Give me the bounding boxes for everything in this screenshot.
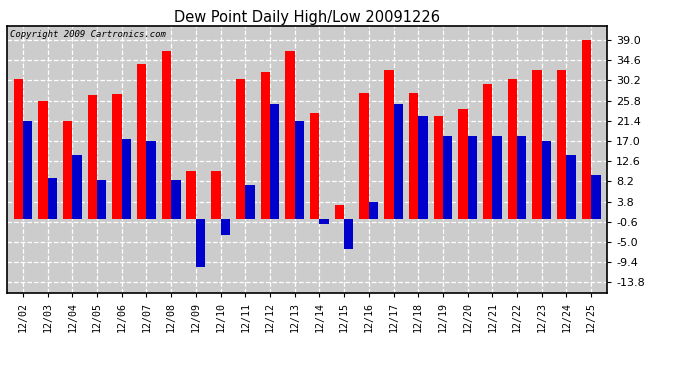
Text: Copyright 2009 Cartronics.com: Copyright 2009 Cartronics.com (10, 30, 166, 39)
Bar (196, 219, 205, 267)
Bar (409, 93, 418, 219)
Bar (261, 72, 270, 219)
Bar (344, 219, 353, 249)
Bar (493, 136, 502, 219)
Bar (38, 100, 48, 219)
Bar (88, 95, 97, 219)
Bar (121, 139, 131, 219)
Bar (418, 116, 428, 219)
Bar (171, 180, 181, 219)
Bar (48, 178, 57, 219)
Bar (112, 94, 121, 219)
Bar (146, 141, 156, 219)
Bar (582, 40, 591, 219)
Bar (72, 155, 81, 219)
Bar (359, 93, 369, 219)
Bar (270, 104, 279, 219)
Bar (245, 184, 255, 219)
Bar (23, 121, 32, 219)
Bar (97, 180, 106, 219)
Bar (285, 51, 295, 219)
Bar (236, 79, 245, 219)
Bar (557, 70, 566, 219)
Bar (310, 114, 319, 219)
Bar (211, 171, 221, 219)
Bar (591, 176, 600, 219)
Bar (542, 141, 551, 219)
Bar (533, 70, 542, 219)
Bar (335, 205, 344, 219)
Bar (433, 116, 443, 219)
Bar (517, 136, 526, 219)
Bar (63, 121, 72, 219)
Title: Dew Point Daily High/Low 20091226: Dew Point Daily High/Low 20091226 (174, 10, 440, 25)
Bar (566, 155, 576, 219)
Bar (221, 219, 230, 235)
Bar (319, 219, 329, 224)
Bar (137, 64, 146, 219)
Bar (483, 84, 493, 219)
Bar (393, 104, 403, 219)
Bar (468, 136, 477, 219)
Bar (14, 79, 23, 219)
Bar (369, 202, 378, 219)
Bar (161, 51, 171, 219)
Bar (443, 136, 453, 219)
Bar (186, 171, 196, 219)
Bar (508, 79, 517, 219)
Bar (458, 109, 468, 219)
Bar (384, 70, 393, 219)
Bar (295, 121, 304, 219)
